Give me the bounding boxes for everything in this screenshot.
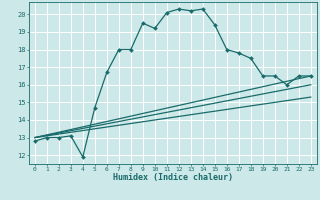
X-axis label: Humidex (Indice chaleur): Humidex (Indice chaleur) — [113, 173, 233, 182]
